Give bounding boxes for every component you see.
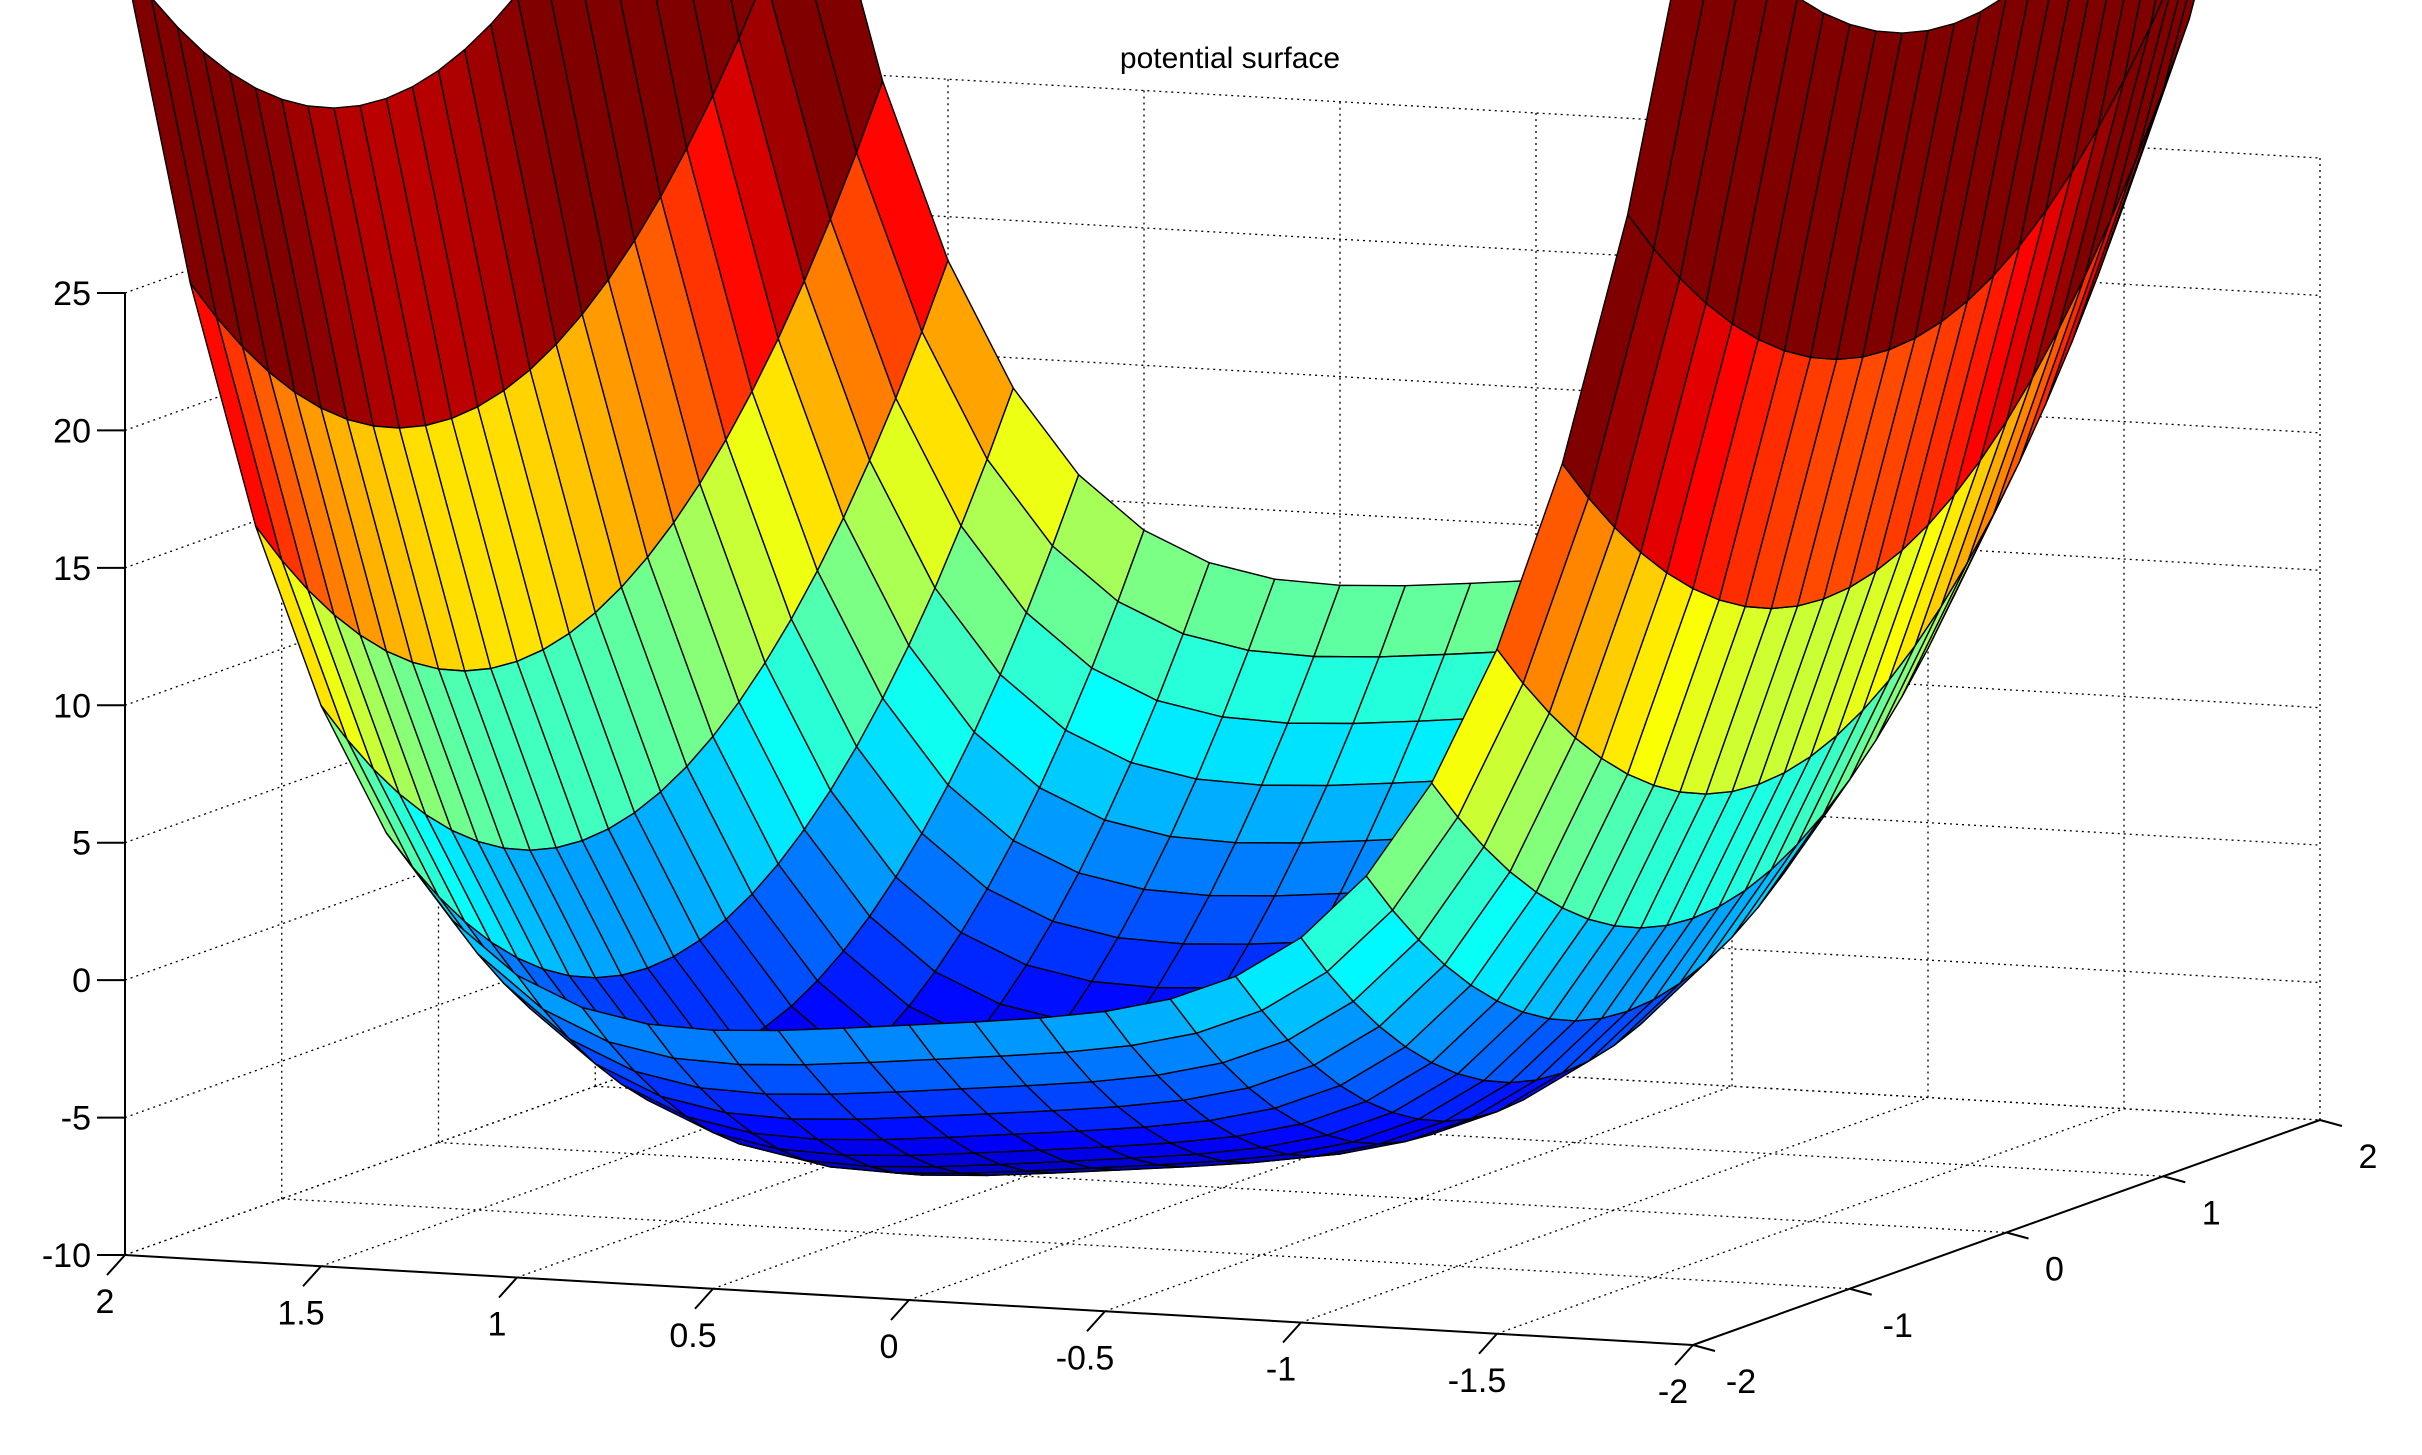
x-tick-mark xyxy=(498,1276,518,1299)
grid-line xyxy=(751,1029,2321,1121)
y-tick-mark xyxy=(2162,1175,2186,1184)
x-tick-label: 1 xyxy=(488,1306,507,1344)
x-tick-label: 0 xyxy=(880,1328,899,1366)
y-tick-mark xyxy=(1692,1344,1716,1352)
x-tick-mark xyxy=(694,1288,714,1310)
y-tick-label: 2 xyxy=(2359,1138,2378,1176)
y-tick-label: -1 xyxy=(1883,1307,1913,1345)
surface-mesh xyxy=(131,0,2195,1177)
z-tick-label: -5 xyxy=(61,1100,91,1138)
x-tick-mark xyxy=(1086,1310,1106,1332)
grid-line xyxy=(751,891,2321,984)
z-tick-label: 20 xyxy=(53,412,91,450)
x-tick-label: -2 xyxy=(1658,1373,1688,1411)
grid-line xyxy=(751,617,2321,709)
z-tick-label: -10 xyxy=(42,1237,91,1275)
x-tick-label: -1.5 xyxy=(1448,1362,1507,1400)
y-tick-mark xyxy=(2319,1119,2343,1127)
grid-line xyxy=(595,1085,2164,1177)
grid-line xyxy=(751,754,2321,846)
y-tick-label: -2 xyxy=(1726,1363,1756,1401)
z-tick-label: 0 xyxy=(72,962,91,1000)
x-tick-label: -1 xyxy=(1266,1351,1296,1389)
y-tick-label: 0 xyxy=(2045,1251,2064,1289)
x-tick-label: 2 xyxy=(96,1283,115,1321)
grid-line xyxy=(438,1141,2007,1234)
chart-title: potential surface xyxy=(1120,42,1340,75)
x-tick-label: 1.5 xyxy=(277,1294,324,1332)
y-tick-mark xyxy=(1849,1287,1873,1296)
x-tick-mark xyxy=(1674,1344,1694,1366)
grid-line xyxy=(281,1198,1850,1290)
z-tick-label: 15 xyxy=(53,550,91,588)
grid-line xyxy=(751,479,2321,571)
x-tick-mark xyxy=(1282,1321,1302,1344)
surface-face xyxy=(2123,0,2157,81)
surface-face xyxy=(2149,0,2164,28)
x-axis-ticks: 2 1.5 1 0.5 0 -0.5 -1 -1.5 -2 xyxy=(96,1254,1694,1411)
grid-line xyxy=(751,342,2321,434)
z-tick-label: 10 xyxy=(53,687,91,725)
z-tick-label: 5 xyxy=(72,825,91,863)
y-axis-ticks: -2 -1 0 1 2 xyxy=(1692,1119,2378,1401)
z-tick-label: 25 xyxy=(53,275,91,313)
x-tick-mark xyxy=(1478,1333,1498,1355)
y-tick-label: 1 xyxy=(2202,1194,2221,1232)
x-tick-mark xyxy=(302,1265,322,1287)
y-tick-mark xyxy=(2006,1231,2029,1240)
z-axis-ticks: 25 20 15 10 5 0 -5 -10 xyxy=(42,275,125,1275)
x-tick-label: -0.5 xyxy=(1056,1339,1115,1377)
x-tick-label: 0.5 xyxy=(669,1317,716,1355)
surface-face xyxy=(1626,0,1705,250)
x-tick-mark xyxy=(890,1299,910,1321)
x-tick-mark xyxy=(106,1254,126,1276)
